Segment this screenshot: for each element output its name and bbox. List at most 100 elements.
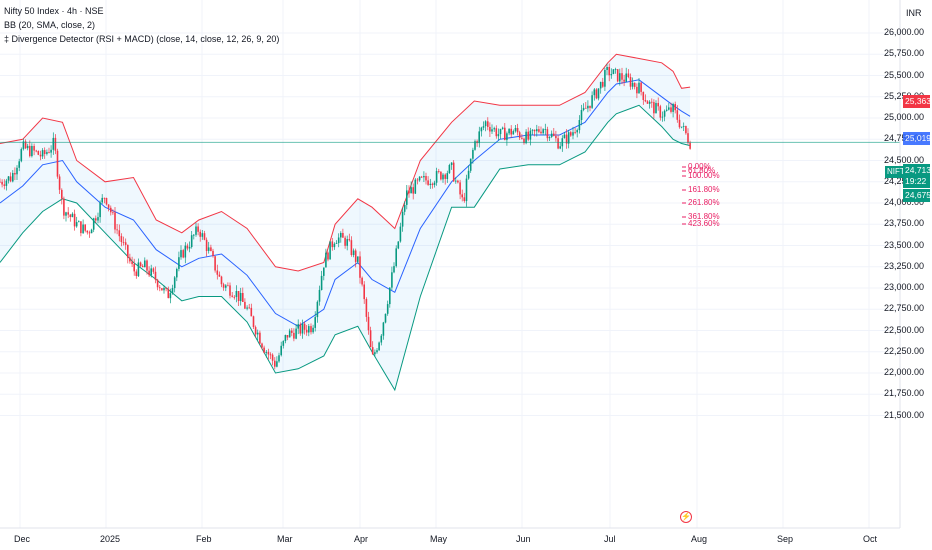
candle-body [214, 256, 216, 271]
last-price-badge: 24,713.50 19:22 [903, 164, 932, 188]
candle-body [139, 262, 142, 266]
bollinger-upper-band [0, 53, 691, 272]
candle-body [46, 152, 48, 154]
chart-legend: Nifty 50 Index · 4h · NSE BB (20, SMA, c… [4, 4, 279, 46]
candle-body [92, 218, 95, 230]
candle-body [497, 134, 500, 137]
candle-body [41, 150, 44, 157]
candle-body [599, 81, 602, 89]
candle-body [184, 245, 187, 258]
fib-level-label: 161.80% [688, 185, 720, 194]
candle-body [455, 180, 457, 182]
bb-upper-badge: 25,363.68 [903, 95, 932, 108]
candle-body [444, 174, 446, 179]
symbol-title[interactable]: Nifty 50 Index · 4h · NSE [4, 6, 104, 16]
candle-body [239, 293, 242, 302]
candle-body [235, 291, 238, 297]
candle-body [308, 326, 310, 333]
candle-body [222, 284, 225, 288]
candle-body [135, 271, 138, 276]
candle-body [3, 184, 6, 186]
candle-body [173, 277, 176, 289]
candle-body [65, 212, 67, 216]
candle-body [344, 237, 346, 246]
candle-body [127, 244, 129, 258]
candle-body [585, 107, 587, 109]
candle-body [518, 132, 521, 138]
candle-body [685, 126, 687, 134]
candle-body [218, 274, 221, 277]
candle-body [276, 361, 278, 367]
candle-body [16, 167, 18, 175]
candle-body [557, 138, 559, 149]
candle-body [54, 137, 57, 151]
candle-body [318, 289, 321, 302]
candle-body [254, 327, 257, 335]
lightning-icon[interactable]: ⚡ [680, 511, 692, 523]
candle-body [0, 181, 1, 183]
fib-level-label: 100.00% [688, 171, 720, 180]
price-tick-label: 22,000.00 [883, 367, 924, 377]
candle-body [597, 88, 600, 99]
time-tick-label: Sep [777, 534, 794, 544]
price-tick-label: 24,500.00 [883, 154, 924, 165]
candle-body [271, 354, 274, 361]
candle-body [274, 360, 276, 367]
candle-body [540, 131, 542, 134]
candle-body [354, 250, 357, 262]
fib-level-label: 261.80% [688, 198, 720, 207]
divergence-indicator-label[interactable]: ‡ Divergence Detector (RSI + MACD) (clos… [4, 34, 280, 44]
price-tick-label: 21,750.00 [883, 388, 924, 399]
candle-body [193, 234, 195, 236]
candle-body [26, 145, 29, 149]
candle-body [244, 301, 246, 309]
candle-body [291, 330, 293, 333]
candle-body [435, 171, 438, 183]
candle-body [367, 316, 370, 331]
candle-body [67, 212, 69, 215]
candle-body [69, 214, 72, 217]
candle-body [252, 316, 255, 327]
candle-body [325, 252, 327, 268]
candle-body [399, 226, 402, 242]
candle-body [350, 240, 353, 255]
candle-body [297, 324, 299, 329]
candle-body [633, 82, 636, 87]
candle-body [636, 86, 638, 94]
candle-body [395, 248, 397, 267]
candle-body [207, 247, 210, 251]
candle-body [316, 301, 319, 318]
candle-body [472, 149, 474, 159]
candle-body [14, 173, 16, 175]
candle-body [625, 73, 627, 82]
candle-body [352, 250, 355, 255]
candle-body [22, 141, 25, 150]
candle-body [220, 276, 223, 285]
candle-body [510, 128, 512, 135]
candle-body [63, 198, 65, 216]
candle-body [280, 345, 282, 356]
candle-body [423, 176, 425, 178]
time-tick-label: Apr [354, 534, 369, 544]
candle-body [461, 194, 463, 198]
candle-body [642, 91, 645, 100]
candle-body [114, 212, 116, 230]
candle-body [525, 131, 527, 144]
candle-body [621, 73, 623, 80]
candle-body [616, 69, 619, 82]
candle-body [576, 130, 578, 133]
candle-body [182, 250, 184, 258]
candle-body [661, 116, 664, 118]
price-tick-label: 23,750.00 [883, 218, 924, 229]
bb-indicator-label[interactable]: BB (20, SMA, close, 2) [4, 20, 96, 30]
candle-body [282, 340, 285, 346]
candle-body [156, 279, 159, 288]
candle-body [233, 296, 236, 298]
currency-label[interactable]: INR [906, 8, 922, 18]
candle-body [495, 128, 498, 137]
candle-body [614, 69, 617, 70]
candle-body [602, 81, 604, 87]
candle-body [680, 126, 683, 128]
candle-body [431, 183, 434, 185]
